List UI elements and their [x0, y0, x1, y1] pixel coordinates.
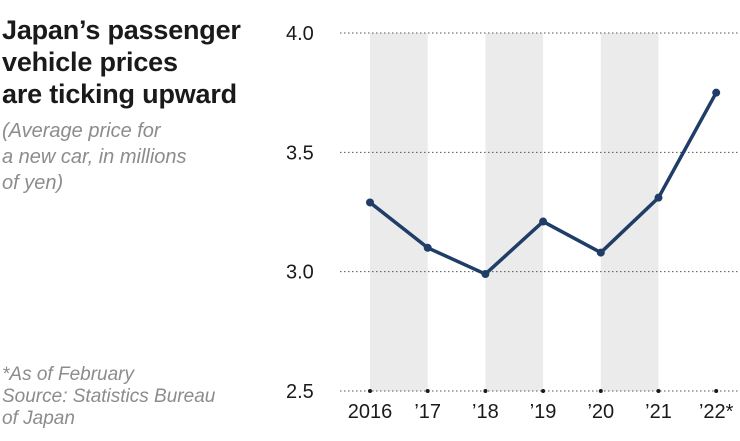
x-tick-label: ’20 — [587, 401, 614, 423]
data-point — [366, 198, 374, 207]
source-line-1: Source: Statistics Bureau — [2, 386, 216, 407]
y-tick-label: 2.5 — [286, 381, 314, 403]
year-bands — [370, 33, 659, 391]
x-tick-mark — [425, 389, 430, 393]
x-tick-mark — [483, 389, 488, 393]
y-tick-label: 3.5 — [286, 142, 314, 164]
year-band — [600, 33, 659, 391]
data-point — [423, 243, 432, 252]
subtitle-line-3: of yen) — [2, 172, 64, 194]
subtitle-line-1: (Average price for — [2, 120, 161, 142]
footnote: *As of February — [2, 364, 134, 385]
chart-notes: *As of February Source: Statistics Burea… — [2, 364, 282, 430]
x-tick-label: ’21 — [645, 401, 672, 423]
x-tick-label: 2016 — [348, 401, 393, 423]
subtitle-line-2: a new car, in millions — [2, 146, 187, 168]
x-tick-mark — [714, 389, 719, 393]
year-band — [370, 33, 428, 391]
data-point — [481, 270, 490, 279]
x-tick-mark — [656, 389, 661, 393]
x-tick-label: ’17 — [414, 401, 441, 423]
chart-title: Japan’s passenger vehicle prices are tic… — [2, 14, 302, 110]
data-point — [654, 193, 663, 202]
y-tick-label: 3.0 — [286, 262, 314, 284]
x-tick-mark — [368, 389, 372, 393]
title-line-3: are ticking upward — [2, 79, 237, 109]
data-series — [366, 88, 721, 279]
gridlines — [340, 32, 740, 392]
x-axis-ticks: 2016 ’17 ’18 ’19 ’20 ’21 ’22* — [348, 389, 734, 423]
title-line-2: vehicle prices — [2, 47, 178, 77]
x-tick-mark — [541, 389, 546, 393]
x-tick-label: ’22* — [699, 401, 734, 423]
y-axis-ticks: 4.0 3.5 3.0 2.5 — [286, 23, 314, 403]
chart-subtitle: (Average price for a new car, in million… — [2, 118, 262, 196]
x-tick-label: ’19 — [530, 401, 557, 423]
x-tick-label: ’18 — [472, 401, 499, 423]
source-line-2: of Japan — [2, 408, 75, 429]
data-point — [712, 88, 721, 97]
y-tick-label: 4.0 — [286, 23, 314, 45]
year-band — [485, 33, 544, 391]
data-point — [539, 217, 548, 226]
data-point — [596, 248, 605, 257]
title-line-1: Japan’s passenger — [2, 15, 241, 45]
x-tick-mark — [598, 389, 603, 393]
